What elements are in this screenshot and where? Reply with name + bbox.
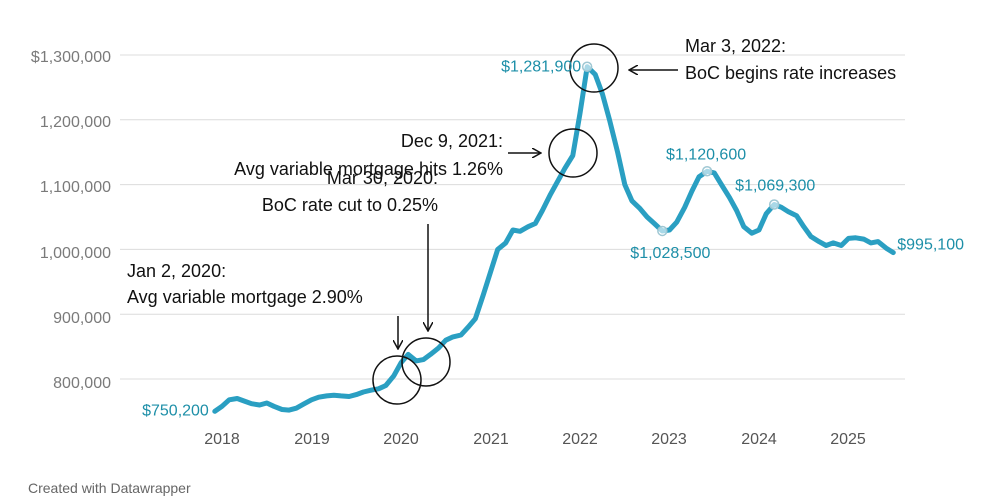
annotation-circle: [401, 337, 451, 387]
annotation-text: Mar 3, 2022:: [685, 36, 786, 56]
y-axis-tick-labels: $1,300,000 1,200,000 1,100,000 1,000,000…: [31, 49, 111, 392]
x-tick-label: 2019: [294, 431, 330, 448]
data-markers: [581, 61, 780, 237]
x-tick-label: 2022: [562, 431, 598, 448]
y-tick-label: 800,000: [53, 375, 111, 392]
data-labels: $750,200 $1,281,900 $1,028,500 $1,120,600 $1…: [142, 59, 964, 420]
data-point-marker: [657, 225, 668, 237]
annotation-text: Jan 2, 2020:: [127, 261, 226, 281]
annotation-text: Avg variable mortgage 2.90%: [127, 287, 363, 307]
data-label: $995,100: [897, 237, 964, 254]
annotation-text: Dec 9, 2021:: [401, 131, 503, 151]
annotation-circle: [569, 43, 619, 93]
annotation-text: BoC rate cut to 0.25%: [262, 195, 438, 215]
data-point-marker: [581, 61, 593, 72]
x-tick-label: 2025: [830, 431, 866, 448]
x-tick-label: 2018: [204, 431, 240, 448]
annotation-text: BoC begins rate increases: [685, 63, 896, 83]
annotations: Mar 3, 2022: BoC begins rate increases D…: [127, 36, 896, 405]
x-tick-label: 2023: [651, 431, 687, 448]
annotation-text: Mar 30, 2020:: [327, 168, 438, 188]
x-tick-label: 2020: [383, 431, 419, 448]
x-tick-label: 2024: [741, 431, 777, 448]
y-tick-label: 900,000: [53, 310, 111, 327]
gridlines: [120, 54, 905, 380]
data-point-marker: [768, 199, 780, 210]
x-tick-label: 2021: [473, 431, 509, 448]
data-label: $1,281,900: [501, 59, 581, 76]
datawrapper-credit: Created with Datawrapper: [28, 480, 191, 496]
data-label: $1,028,500: [630, 245, 710, 262]
x-axis-tick-labels: 2018 2019 2020 2021 2022 2023 2024 2025: [204, 431, 866, 448]
y-tick-label: 1,000,000: [40, 245, 111, 262]
series-line-price: [212, 64, 896, 414]
annotation-circle: [372, 355, 422, 405]
annotation-circle: [548, 128, 598, 178]
y-tick-label: $1,300,000: [31, 49, 111, 66]
data-point-marker: [701, 166, 713, 177]
annotation-text: Avg variable mortgage hits 1.26%: [234, 159, 503, 179]
data-label: $750,200: [142, 402, 209, 419]
data-label: $1,120,600: [666, 146, 746, 163]
series-layer: [212, 64, 896, 414]
y-tick-label: 1,100,000: [40, 179, 111, 196]
y-tick-label: 1,200,000: [40, 114, 111, 131]
data-label: $1,069,300: [735, 178, 815, 195]
